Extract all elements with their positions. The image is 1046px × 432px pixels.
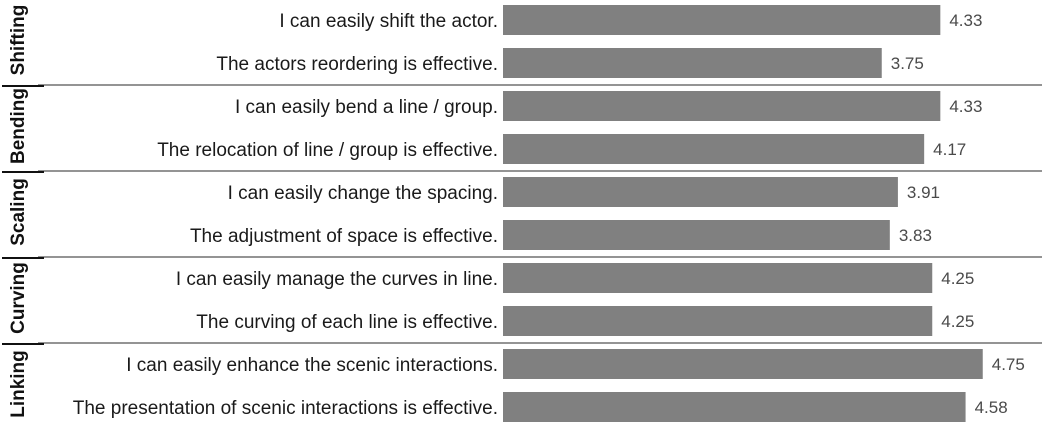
category-label: The relocation of line / group is effect…: [157, 140, 498, 161]
value-label: 4.58: [975, 398, 1008, 417]
category-label: I can easily change the spacing.: [228, 183, 498, 204]
value-label: 4.33: [949, 97, 982, 116]
group-label-curving: Curving: [8, 262, 29, 334]
bar: [503, 349, 983, 379]
bar: [503, 263, 933, 293]
group-label-shifting: Shifting: [8, 5, 29, 76]
bar: [503, 91, 941, 121]
value-label: 4.75: [992, 355, 1025, 374]
group-label-scaling: Scaling: [8, 178, 29, 246]
value-label: 3.75: [891, 54, 924, 73]
value-label: 3.91: [907, 183, 940, 202]
category-label: I can easily bend a line / group.: [235, 97, 498, 118]
value-label: 4.33: [949, 11, 982, 30]
category-label: The actors reordering is effective.: [216, 54, 498, 75]
bar: [503, 48, 882, 78]
group-label-bending: Bending: [8, 88, 29, 164]
category-label: I can easily manage the curves in line.: [176, 269, 498, 290]
category-label: I can easily shift the actor.: [279, 11, 498, 32]
group-label-linking: Linking: [8, 350, 29, 418]
value-label: 4.17: [933, 140, 966, 159]
bar: [503, 134, 925, 164]
value-label: 4.25: [941, 269, 974, 288]
value-label: 4.25: [941, 312, 974, 331]
category-label: The adjustment of space is effective.: [190, 226, 498, 247]
bar: [503, 392, 966, 422]
bar: [503, 177, 898, 207]
category-label: The presentation of scenic interactions …: [73, 398, 498, 419]
category-label: I can easily enhance the scenic interact…: [126, 355, 498, 376]
value-label: 3.83: [899, 226, 932, 245]
bar: [503, 306, 933, 336]
bar: [503, 5, 941, 35]
category-label: The curving of each line is effective.: [196, 312, 498, 333]
bar: [503, 220, 890, 250]
